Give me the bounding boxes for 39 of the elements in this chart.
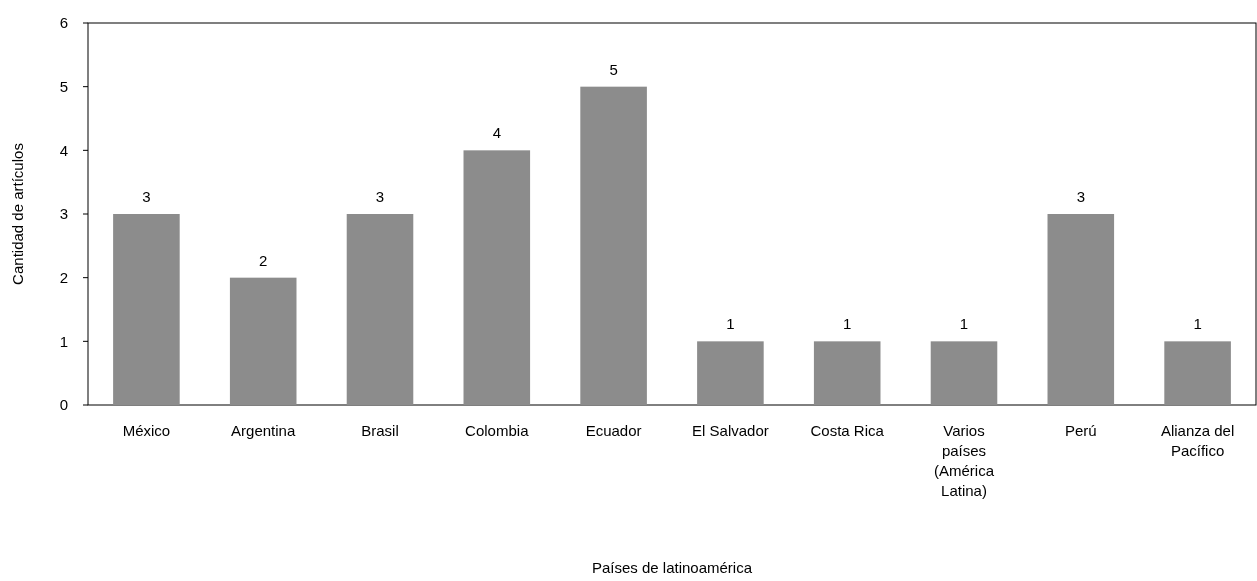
bar	[346, 214, 414, 405]
x-tick-label: Perú	[1064, 422, 1097, 439]
bar	[463, 150, 531, 405]
data-label: 2	[259, 251, 268, 269]
data-label: 1	[1193, 315, 1202, 333]
bar	[930, 341, 998, 405]
x-tick-label: México	[122, 422, 171, 439]
bar	[813, 341, 881, 405]
data-label: 1	[959, 315, 969, 333]
x-tick-label: Varios países (América Latina)	[933, 422, 995, 499]
y-tick-label: 4	[59, 141, 68, 159]
y-tick-label: 0	[59, 396, 68, 414]
x-tick-label: El Salvador	[692, 422, 769, 439]
x-tick-label: Ecuador	[585, 422, 642, 439]
x-axis-title: Países de latinoamérica	[591, 559, 753, 576]
x-tick-label: Costa Rica	[810, 422, 885, 439]
data-label: 3	[142, 188, 151, 205]
bar	[1047, 214, 1115, 405]
y-tick-label: 1	[59, 332, 68, 350]
y-axis-title: Cantidad de artículos	[9, 143, 26, 285]
bar	[580, 86, 647, 405]
y-tick-label: 2	[59, 268, 68, 286]
x-tick-label: Brasil	[361, 422, 399, 439]
data-label: 4	[492, 124, 501, 142]
bar	[113, 214, 180, 405]
data-label: 3	[1076, 188, 1085, 205]
y-tick-label: 3	[59, 205, 68, 223]
data-label: 1	[843, 315, 852, 333]
x-tick-label: Alianza del Pacífico	[1160, 422, 1235, 459]
bar	[697, 341, 764, 405]
data-label: 5	[609, 60, 618, 78]
bar	[1164, 341, 1231, 405]
y-tick-label: 5	[59, 77, 68, 95]
bar	[229, 277, 297, 405]
data-label: 3	[375, 188, 385, 205]
x-tick-label: Colombia	[465, 422, 530, 439]
y-tick-label: 6	[59, 14, 68, 32]
data-label: 1	[726, 315, 735, 333]
x-tick-label: Argentina	[231, 422, 296, 439]
